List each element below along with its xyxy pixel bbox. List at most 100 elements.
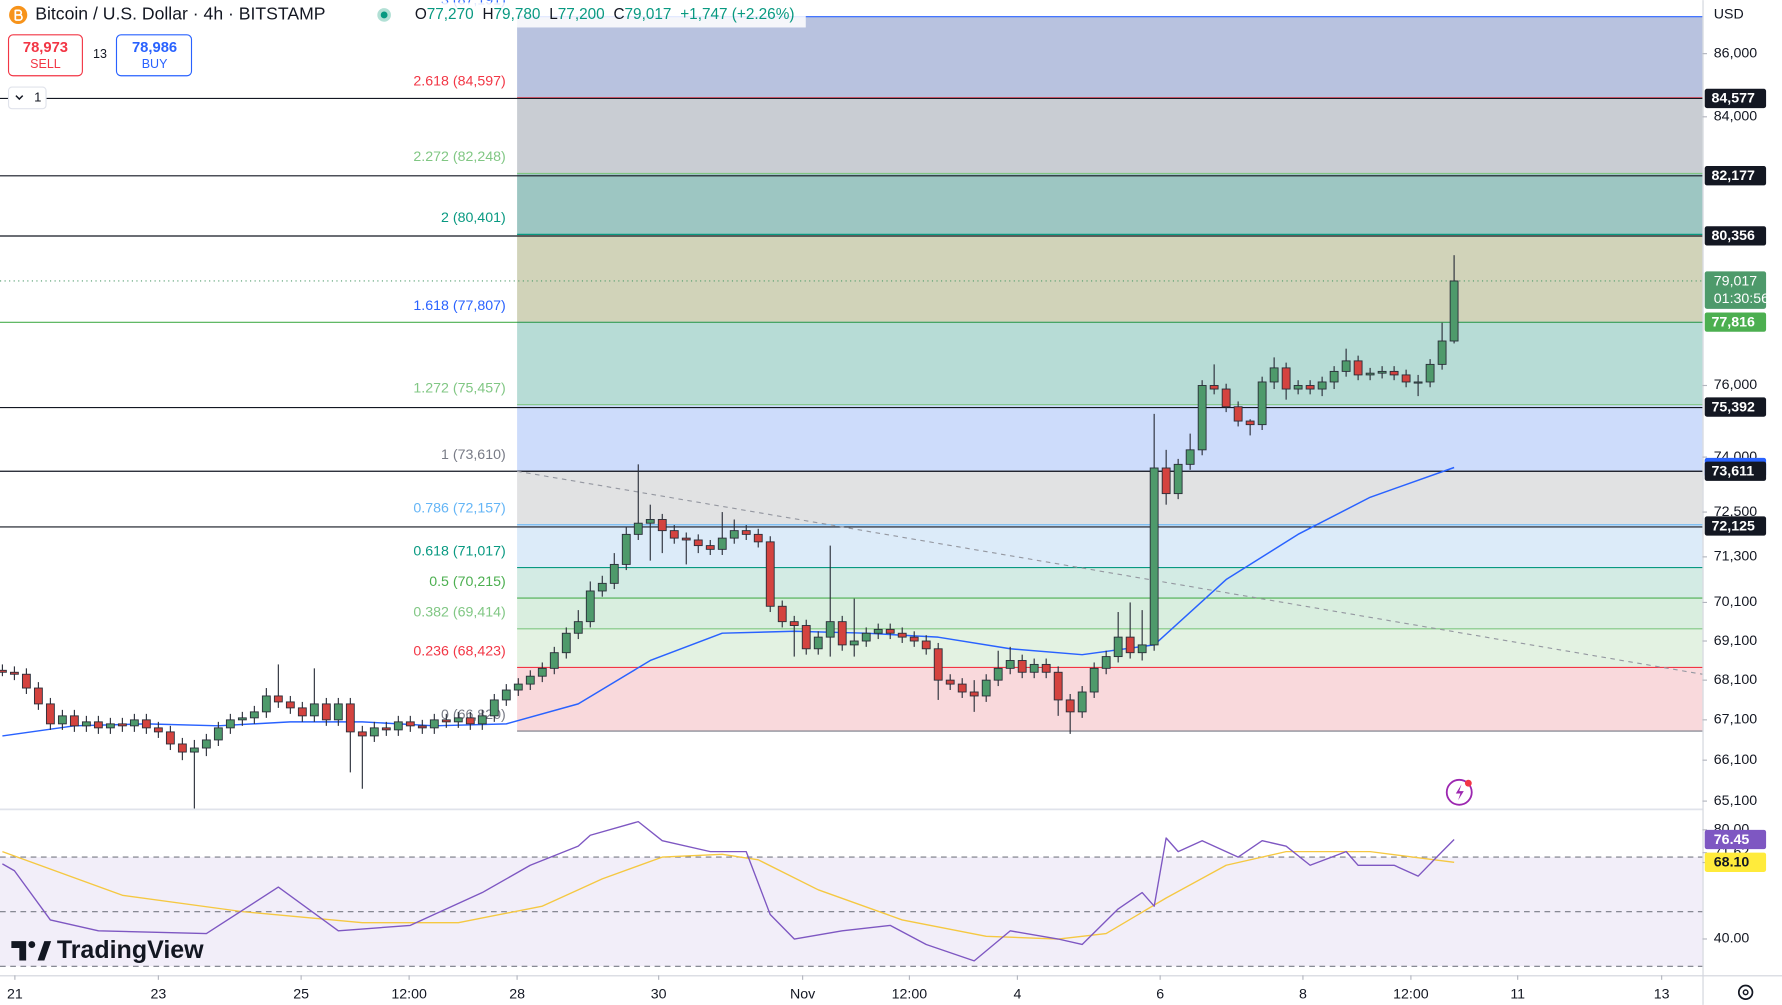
candle-body <box>513 683 523 691</box>
candle-body <box>525 675 535 685</box>
header: Bitcoin / U.S. Dollar · 4h · BITSTAMP O7… <box>7 2 806 110</box>
candle-body <box>1221 388 1231 408</box>
candle-body <box>1089 667 1099 693</box>
candle-body <box>669 530 679 539</box>
rsi-line <box>2 820 1455 962</box>
y-tick-label: 72,500 <box>1714 504 1758 520</box>
y-tick-label: 66,100 <box>1714 752 1758 768</box>
symbol-title[interactable]: Bitcoin / U.S. Dollar · 4h · BITSTAMP <box>35 4 325 24</box>
rsi-pane <box>0 820 1703 967</box>
candle-body <box>897 632 907 638</box>
rsi-ma <box>2 850 1455 940</box>
price-tag-label: 75,392 <box>1712 399 1756 415</box>
main-pane: 0 (66,820)0.236 (68,423)0.382 (69,414)0.… <box>0 0 1703 810</box>
candle-body <box>381 727 391 731</box>
y-tick-label: 71,300 <box>1714 549 1758 565</box>
candle-body <box>153 727 163 733</box>
settings-icon[interactable] <box>1737 984 1754 1000</box>
candle-body <box>1185 449 1195 465</box>
price-tag-label: 77,816 <box>1712 314 1756 330</box>
fib-label: 1.272 (75,457) <box>413 381 505 397</box>
price-tag <box>1704 461 1767 481</box>
candle-body <box>1329 370 1339 383</box>
candle-body <box>1161 467 1171 495</box>
candle-body <box>369 727 379 737</box>
candle-body <box>909 636 919 642</box>
x-tick-label: 8 <box>1299 986 1307 1002</box>
candle-body <box>1425 363 1435 383</box>
currency[interactable]: USD <box>1714 7 1744 23</box>
x-tick-label: 4 <box>1013 986 1021 1002</box>
candle-body <box>657 519 667 532</box>
x-tick-label: 12:00 <box>1393 986 1429 1002</box>
candle-body <box>1173 463 1183 495</box>
alert-badge <box>1464 779 1472 787</box>
candle-body <box>1125 636 1135 654</box>
rsi-tag-label: 76.45 <box>1714 832 1750 848</box>
candle-body <box>1077 691 1087 713</box>
candle-body <box>1041 663 1051 673</box>
logo-mark <box>11 941 27 961</box>
candle-body <box>0 669 7 673</box>
candle-body <box>873 628 883 634</box>
countdown: 01:30:56 <box>1714 291 1769 307</box>
candle-body <box>1377 370 1387 374</box>
buy-button[interactable] <box>115 34 193 77</box>
candle-body <box>1053 671 1063 701</box>
candle-body <box>477 715 487 725</box>
fib-label: 0.618 (71,017) <box>413 543 505 559</box>
spread: 13 <box>93 47 107 61</box>
ohlc-values: O77,270 H79,780 L77,200 C79,017 +1,747 (… <box>415 6 795 23</box>
x-tick-label: 6 <box>1156 986 1164 1002</box>
candle-body <box>285 701 295 709</box>
candle-body <box>1113 636 1123 658</box>
fib-label: 2.272 (82,248) <box>413 149 505 165</box>
candle-body <box>933 648 943 681</box>
fib-zone <box>517 97 1703 174</box>
candle-body <box>141 719 151 729</box>
x-tick-label: 12:00 <box>892 986 928 1002</box>
candle-body <box>537 667 547 677</box>
candle-body <box>393 721 403 731</box>
fib-zone <box>517 667 1703 732</box>
candle-body <box>1233 406 1243 422</box>
candle-body <box>1413 381 1423 384</box>
candle-body <box>213 727 223 741</box>
bitcoin-glyph <box>14 9 23 21</box>
candle-body <box>261 695 271 713</box>
candle-body <box>801 625 811 650</box>
candle-body <box>765 541 775 607</box>
interval-menu[interactable] <box>7 86 47 110</box>
candle-body <box>1197 385 1207 451</box>
price-tag <box>1704 166 1767 186</box>
candle-body <box>441 719 451 723</box>
candle-body <box>225 719 235 729</box>
candle-body <box>1317 381 1327 390</box>
candle-body <box>1365 372 1375 376</box>
y-tick-label: 70,100 <box>1714 594 1758 610</box>
x-tick-label: 12:00 <box>391 986 427 1002</box>
settings-icon-center <box>1742 989 1749 996</box>
sell-button[interactable] <box>7 34 83 77</box>
x-tick-label: 28 <box>509 986 525 1002</box>
candle-body <box>921 640 931 650</box>
candle-body <box>945 679 955 685</box>
candle-body <box>309 703 319 717</box>
candle-body <box>729 530 739 539</box>
fib-zone <box>517 322 1703 405</box>
fib-label: 0.382 (69,414) <box>413 605 505 621</box>
candle-body <box>249 711 259 719</box>
candle-body <box>705 545 715 550</box>
candle-body <box>105 723 115 729</box>
price-tag <box>1704 226 1767 246</box>
candle-body <box>9 671 19 675</box>
candle-body <box>957 683 967 693</box>
candle-body <box>1245 420 1255 426</box>
candle-body <box>1437 340 1447 365</box>
fib-zone <box>517 234 1703 323</box>
price-tag <box>1704 312 1767 332</box>
candle-body <box>45 703 55 725</box>
candle-body <box>681 537 691 541</box>
candle-body <box>885 628 895 634</box>
